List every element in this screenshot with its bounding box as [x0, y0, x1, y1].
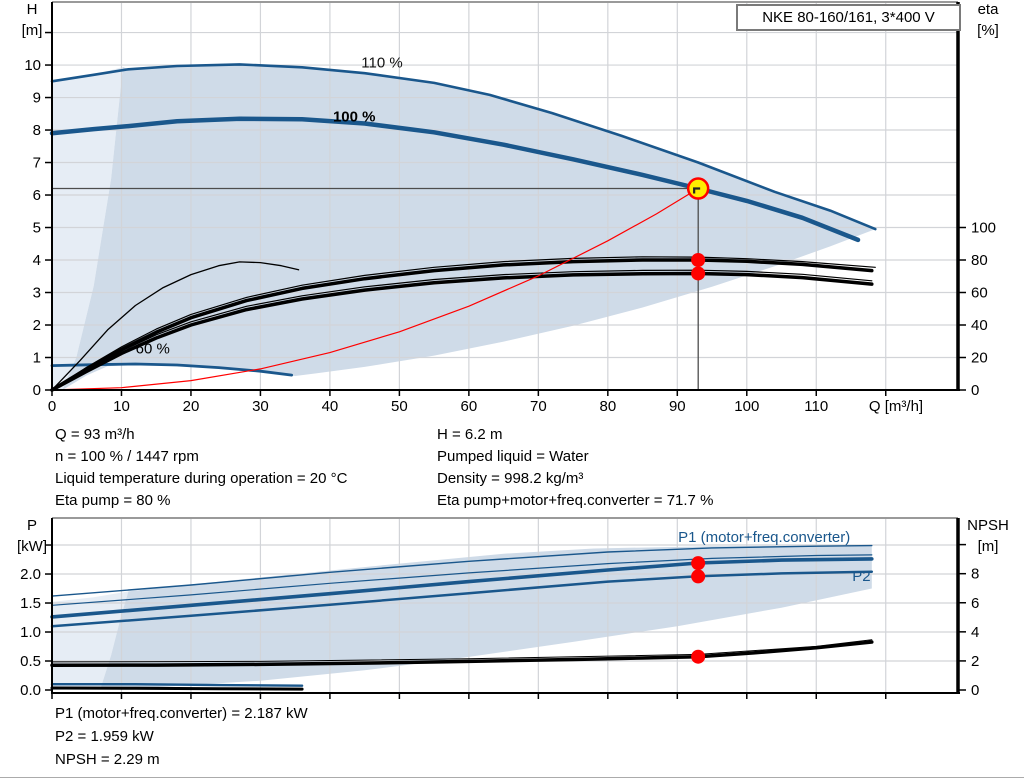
info-line-liquid: Pumped liquid = Water	[437, 448, 589, 465]
y-tick-label: 0	[33, 382, 41, 399]
p2-dot	[691, 569, 706, 584]
curve-eta-pump-tol	[51, 256, 876, 391]
info-line-p1: P1 (motor+freq.converter) = 2.187 kW	[55, 705, 308, 722]
y2-tick-label: 20	[971, 350, 988, 367]
curve-label: P1 (motor+freq.converter)	[678, 529, 850, 546]
curve-p1-curve	[50, 557, 874, 619]
duty-angle-mark	[693, 187, 701, 194]
y2-tick-label: 80	[971, 252, 988, 269]
x-tick-label: 80	[599, 398, 616, 415]
duty-info-left: Q = 93 m³/h n = 100 % / 1447 rpm Liquid …	[55, 424, 347, 512]
x-tick-label: 60	[461, 398, 478, 415]
x-tick-label: 10	[113, 398, 130, 415]
info-line-npsh: NPSH = 2.29 m	[55, 751, 160, 768]
info-line-p2: P2 = 1.959 kW	[55, 728, 154, 745]
y-tick-label: 0.0	[20, 682, 41, 699]
y-tick-label: 1.0	[20, 624, 41, 641]
pump-title-box: NKE 80-160/161, 3*400 V	[736, 4, 961, 31]
curve-p2-60pct	[50, 686, 304, 691]
curve-p1-max-tol	[51, 544, 873, 597]
info-line-speed: n = 100 % / 1447 rpm	[55, 448, 199, 465]
curve-eta-total	[50, 271, 874, 392]
x-tick-label: 30	[252, 398, 269, 415]
y2-tick-label: 0	[971, 682, 979, 699]
curve-p1-min-tol	[51, 554, 873, 606]
curve-label: 110 %	[361, 54, 402, 71]
y2-axis-unit: [%]	[977, 22, 999, 39]
y2-tick-label: 2	[971, 653, 979, 670]
y-axis-title: H	[27, 1, 38, 18]
x-tick-label: 20	[183, 398, 200, 415]
y2-tick-label: 6	[971, 595, 979, 612]
y-axis-unit: [kW]	[17, 538, 47, 555]
curve-p1-60pct	[50, 683, 304, 687]
y-tick-label: 8	[33, 122, 41, 139]
y2-tick-label: 0	[971, 382, 979, 399]
x-tick-label: 90	[669, 398, 686, 415]
x-axis-label: Q [m³/h]	[869, 398, 923, 415]
x-tick-label: 70	[530, 398, 547, 415]
curve-eta-pump	[50, 258, 874, 392]
y-tick-label: 10	[24, 57, 41, 74]
eta-pump-dot	[691, 253, 706, 267]
y-tick-label: 2.0	[20, 566, 41, 583]
y-tick-label: 0.5	[20, 653, 41, 670]
y-tick-label: 5	[33, 220, 41, 237]
x-tick-label: 110	[804, 398, 828, 415]
x-tick-label: 100	[734, 398, 759, 415]
curve-label: 100 %	[333, 108, 376, 125]
y-tick-label: 4	[33, 252, 41, 269]
y-axis-title: P	[27, 517, 37, 534]
y2-axis-unit: [m]	[978, 538, 999, 555]
power-info: P1 (motor+freq.converter) = 2.187 kW P2 …	[55, 702, 308, 771]
y-axis-unit: [m]	[22, 22, 43, 39]
info-line-h: H = 6.2 m	[437, 426, 503, 443]
y2-axis-title: NPSH	[967, 517, 1009, 534]
y-tick-label: 1.5	[20, 595, 41, 612]
curve-p2-curve	[50, 570, 874, 628]
x-tick-label: 50	[391, 398, 408, 415]
y-tick-label: 2	[33, 317, 41, 334]
y-tick-label: 3	[33, 285, 41, 302]
info-line-q: Q = 93 m³/h	[55, 426, 135, 443]
curve-speed-100pct	[49, 116, 861, 243]
y-tick-label: 7	[33, 155, 41, 172]
info-line-temperature: Liquid temperature during operation = 20…	[55, 470, 348, 487]
curve-eta-60pct-arc	[51, 261, 300, 391]
y-tick-label: 1	[33, 350, 41, 367]
curve-label: P2	[852, 568, 870, 585]
curve-speed-110pct	[50, 63, 877, 231]
curve-npsh-curve	[50, 640, 874, 668]
info-line-eta-pump: Eta pump = 80 %	[55, 492, 171, 509]
info-line-density: Density = 998.2 kg/m³	[437, 470, 584, 487]
y2-tick-label: 4	[971, 624, 979, 641]
power-envelope	[100, 545, 872, 689]
duty-info-right: H = 6.2 m Pumped liquid = Water Density …	[437, 424, 713, 512]
y2-tick-label: 100	[971, 220, 996, 237]
curve-label: 60 %	[136, 341, 170, 358]
hq-eta-chart: 110 %100 %60 %0 10 20 30 40 50 60 70 80 90 100 110 Q…	[22, 1, 1000, 415]
curve-system-curve	[51, 187, 699, 391]
allowed-range-light	[52, 67, 123, 390]
x-tick-label: 0	[48, 398, 56, 415]
y-tick-label: 9	[33, 90, 41, 107]
y2-axis-title: eta	[978, 1, 1000, 18]
x-tick-label: 40	[322, 398, 339, 415]
p1-dot	[691, 556, 706, 571]
pump-title: NKE 80-160/161, 3*400 V	[762, 9, 935, 26]
y2-tick-label: 40	[971, 317, 988, 334]
power-npsh-chart: P1 (motor+freq.converter)P20.00.51.01.52…	[17, 517, 1009, 699]
y2-tick-label: 8	[971, 566, 979, 583]
bottom-divider	[0, 777, 1024, 778]
eta-total-dot	[691, 266, 706, 281]
curve-eta-total-tol	[51, 269, 873, 391]
npsh-dot	[691, 649, 706, 664]
y2-tick-label: 60	[971, 285, 988, 302]
y-tick-label: 6	[33, 187, 41, 204]
info-line-eta-total: Eta pump+motor+freq.converter = 71.7 %	[437, 492, 714, 509]
